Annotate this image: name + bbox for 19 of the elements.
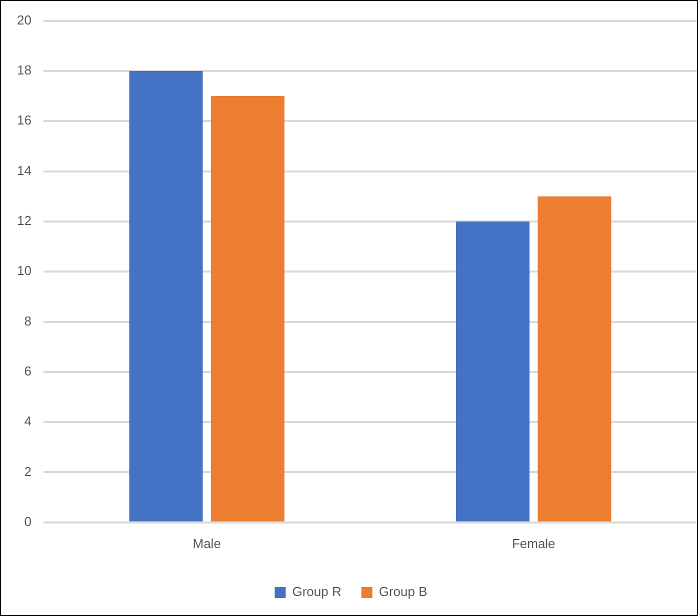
y-tick-label: 14 [16,162,32,178]
x-tick-label: Female [512,536,556,551]
y-tick-label: 6 [24,364,32,378]
y-tick-label: 18 [16,62,32,78]
y-tick-label: 12 [16,213,32,228]
bar [538,196,612,522]
y-tick-label: 10 [16,263,32,278]
bar [210,96,284,522]
bar [456,221,530,522]
y-tick-label: 16 [16,112,32,128]
y-tick-label: 2 [24,464,32,479]
bar [129,70,203,522]
legend-label: Group B [378,584,428,600]
y-tick-label: 8 [24,313,32,328]
x-tick-label: Male [192,536,221,551]
legend-label: Group R [292,584,342,600]
y-tick-label: 4 [24,414,32,429]
y-tick-label: 0 [24,514,32,529]
y-tick-label: 20 [16,12,32,28]
